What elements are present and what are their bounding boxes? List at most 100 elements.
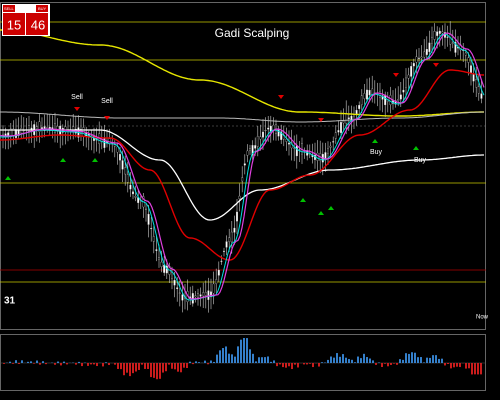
indicator-frame xyxy=(0,334,486,391)
signal-label: Buy xyxy=(414,157,427,164)
candle-body xyxy=(288,142,290,145)
candle-body xyxy=(402,89,405,93)
histogram-bar xyxy=(33,363,35,364)
candle-body xyxy=(181,294,184,301)
candle-body xyxy=(412,63,415,67)
histogram-bar xyxy=(345,357,347,363)
sell-button[interactable] xyxy=(3,5,15,12)
candle-body xyxy=(236,211,238,222)
candle-body xyxy=(243,163,246,166)
moving-average xyxy=(0,33,485,301)
levels xyxy=(0,21,486,364)
buy-price: 46 xyxy=(31,17,45,32)
histogram-bar xyxy=(126,363,128,373)
histogram-bar xyxy=(90,363,92,365)
candle-body xyxy=(126,174,129,183)
histogram-bar xyxy=(420,357,422,363)
histogram-bar xyxy=(135,363,137,372)
buy-label: BUY xyxy=(38,6,47,11)
candle-body xyxy=(202,292,205,297)
candle-body xyxy=(54,123,56,133)
histogram-bar xyxy=(78,361,80,363)
candle-body xyxy=(259,136,262,140)
histogram-bar xyxy=(9,361,11,363)
histogram-bar xyxy=(180,363,182,373)
moving-average xyxy=(0,111,484,123)
histogram-bar xyxy=(369,358,371,363)
histogram-bar xyxy=(45,363,47,365)
histogram-bar xyxy=(15,360,17,363)
histogram-bar xyxy=(66,363,68,365)
histogram-bar xyxy=(141,363,143,365)
histogram-bar xyxy=(432,355,434,363)
histogram-bar xyxy=(183,363,185,368)
histogram-bar xyxy=(471,363,473,375)
chart-title: Gadi Scalping xyxy=(215,26,290,40)
candle-body xyxy=(204,291,207,296)
histogram-bar xyxy=(435,355,437,363)
candle-body xyxy=(467,57,470,63)
histogram-bar xyxy=(153,363,155,378)
candle-body xyxy=(285,138,288,142)
histogram-bar xyxy=(222,348,224,363)
candle-body xyxy=(423,51,426,58)
histogram-bar xyxy=(357,356,359,363)
histogram-bar xyxy=(330,356,332,363)
histogram-bar xyxy=(228,353,230,363)
histogram-bar xyxy=(285,363,287,368)
candle-body xyxy=(407,74,410,79)
histogram-bar xyxy=(93,363,95,365)
buy-box xyxy=(26,13,48,35)
histogram-bar xyxy=(447,363,449,365)
candle-body xyxy=(220,260,223,262)
buy-button[interactable] xyxy=(36,5,48,12)
histogram-bar xyxy=(327,359,329,363)
moving-average xyxy=(0,29,484,117)
histogram-bar xyxy=(429,357,431,363)
candle-body xyxy=(215,279,218,284)
candle-body xyxy=(405,77,407,88)
histogram-bar xyxy=(81,363,83,367)
candle-body xyxy=(129,184,132,190)
histogram-bar xyxy=(423,362,425,363)
histogram-bar xyxy=(339,356,341,363)
histogram-bar xyxy=(96,363,98,367)
candle-body xyxy=(420,56,423,59)
candle-body xyxy=(246,150,249,156)
candle-body xyxy=(210,291,212,298)
buy-arrow xyxy=(328,206,334,210)
timer: 31 xyxy=(4,296,16,307)
candle-body xyxy=(197,293,199,298)
candle-body xyxy=(475,79,478,88)
histogram-bar xyxy=(132,363,134,374)
histogram-bar xyxy=(444,363,446,366)
sell-arrows xyxy=(74,63,439,122)
histogram-bar xyxy=(270,361,272,363)
histogram-bar xyxy=(186,363,188,369)
histogram-bar xyxy=(234,356,236,363)
histogram-bar xyxy=(21,360,23,363)
now-label: Now xyxy=(476,315,489,321)
histogram-bar xyxy=(468,363,470,369)
candle-body xyxy=(480,93,483,99)
histogram-bar xyxy=(177,363,179,372)
histogram-bar xyxy=(12,363,14,364)
candle-body xyxy=(225,241,228,248)
sell-price: 15 xyxy=(7,17,21,32)
candle-body xyxy=(345,113,348,124)
buy-arrow xyxy=(300,198,306,202)
candle-body xyxy=(230,231,233,243)
candle-body xyxy=(173,280,176,286)
signal-label: Sell xyxy=(71,94,83,101)
moving-average xyxy=(0,69,485,261)
candle-body xyxy=(264,130,267,131)
histogram-bar xyxy=(117,363,119,369)
histogram xyxy=(3,338,482,380)
histogram-bar xyxy=(306,363,308,365)
histogram-bar xyxy=(138,363,140,370)
histogram-bar xyxy=(465,363,467,369)
candle-body xyxy=(295,145,298,157)
histogram-bar xyxy=(342,354,344,363)
candle-body xyxy=(334,132,337,139)
candle-body xyxy=(316,152,319,161)
